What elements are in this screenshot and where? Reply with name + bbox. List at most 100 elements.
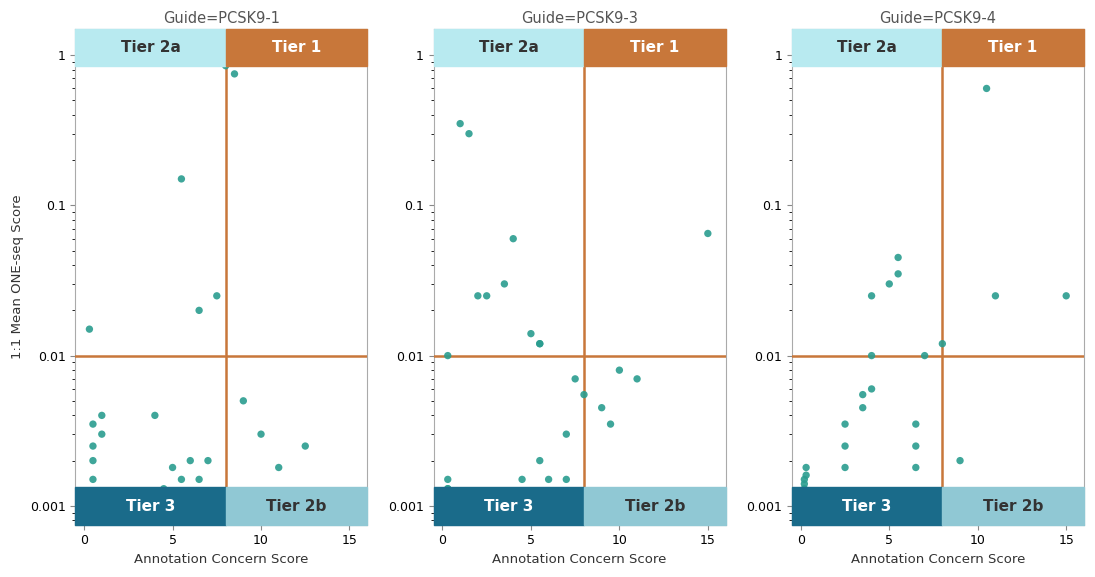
Point <box>270 463 288 472</box>
Point <box>199 456 217 465</box>
Point <box>439 475 457 484</box>
Point <box>880 279 898 288</box>
Text: Tier 2a: Tier 2a <box>479 40 539 55</box>
FancyBboxPatch shape <box>792 29 943 66</box>
Point <box>81 324 99 334</box>
Point <box>469 291 486 301</box>
Point <box>439 351 457 360</box>
FancyBboxPatch shape <box>434 488 584 524</box>
Point <box>155 484 173 493</box>
Point <box>173 174 191 183</box>
Point <box>987 291 1004 301</box>
FancyBboxPatch shape <box>792 488 943 524</box>
Point <box>845 489 863 499</box>
Point <box>863 291 880 301</box>
Point <box>889 253 907 262</box>
Point <box>199 489 217 499</box>
Point <box>952 501 969 511</box>
Point <box>549 489 566 499</box>
FancyBboxPatch shape <box>584 488 726 524</box>
Point <box>439 501 457 511</box>
Point <box>531 456 549 465</box>
Point <box>934 339 952 349</box>
Point <box>557 475 575 484</box>
FancyBboxPatch shape <box>76 488 226 524</box>
Point <box>439 524 457 534</box>
Text: Tier 1: Tier 1 <box>989 40 1038 55</box>
Point <box>531 339 549 349</box>
Point <box>182 456 199 465</box>
Point <box>439 501 457 511</box>
Point <box>505 234 522 243</box>
X-axis label: Annotation Concern Score: Annotation Concern Score <box>851 553 1025 566</box>
Point <box>93 411 111 420</box>
Point <box>226 69 243 78</box>
Point <box>146 411 163 420</box>
Point <box>611 366 629 375</box>
Text: Tier 2b: Tier 2b <box>624 499 685 514</box>
Point <box>540 516 557 525</box>
Point <box>191 475 208 484</box>
Point <box>854 390 872 399</box>
Point <box>602 419 620 429</box>
Point <box>819 516 837 525</box>
Point <box>898 501 915 511</box>
Point <box>797 463 815 472</box>
X-axis label: Annotation Concern Score: Annotation Concern Score <box>134 553 309 566</box>
Point <box>102 489 119 499</box>
Point <box>128 501 146 511</box>
Point <box>575 390 592 399</box>
Point <box>439 495 457 504</box>
Text: Tier 3: Tier 3 <box>126 499 175 514</box>
Point <box>111 501 128 511</box>
Point <box>797 471 815 480</box>
Point <box>854 403 872 413</box>
Point <box>84 441 102 451</box>
Point <box>540 475 557 484</box>
Point <box>439 484 457 493</box>
X-axis label: Annotation Concern Score: Annotation Concern Score <box>493 553 667 566</box>
Point <box>837 441 854 451</box>
FancyBboxPatch shape <box>76 29 226 66</box>
Point <box>451 119 469 128</box>
Title: Guide=PCSK9-4: Guide=PCSK9-4 <box>879 11 996 26</box>
Point <box>155 489 173 499</box>
Point <box>863 384 880 394</box>
FancyBboxPatch shape <box>584 29 726 66</box>
Text: Tier 2b: Tier 2b <box>983 499 1044 514</box>
Point <box>796 495 814 504</box>
Point <box>252 429 269 439</box>
Point <box>796 508 814 518</box>
Text: Tier 1: Tier 1 <box>272 40 321 55</box>
Text: Tier 2a: Tier 2a <box>120 40 181 55</box>
Point <box>477 291 495 301</box>
Point <box>531 339 549 349</box>
Point <box>439 508 457 518</box>
Point <box>217 61 234 70</box>
Point <box>915 351 933 360</box>
Point <box>828 501 845 511</box>
Point <box>439 524 457 534</box>
Point <box>297 441 314 451</box>
Text: Tier 2a: Tier 2a <box>838 40 897 55</box>
Point <box>164 463 182 472</box>
Point <box>531 501 549 511</box>
Point <box>837 463 854 472</box>
Point <box>439 484 457 493</box>
FancyBboxPatch shape <box>434 29 584 66</box>
Point <box>496 279 514 288</box>
Point <box>952 456 969 465</box>
Point <box>592 403 610 413</box>
Point <box>191 306 208 315</box>
Point <box>173 475 191 484</box>
Point <box>439 524 457 534</box>
Point <box>978 84 995 93</box>
Point <box>199 501 217 511</box>
Point <box>796 501 814 511</box>
Point <box>796 489 814 499</box>
Point <box>234 396 252 406</box>
Point <box>796 475 814 484</box>
Point <box>557 429 575 439</box>
Point <box>907 419 924 429</box>
Point <box>629 374 646 384</box>
